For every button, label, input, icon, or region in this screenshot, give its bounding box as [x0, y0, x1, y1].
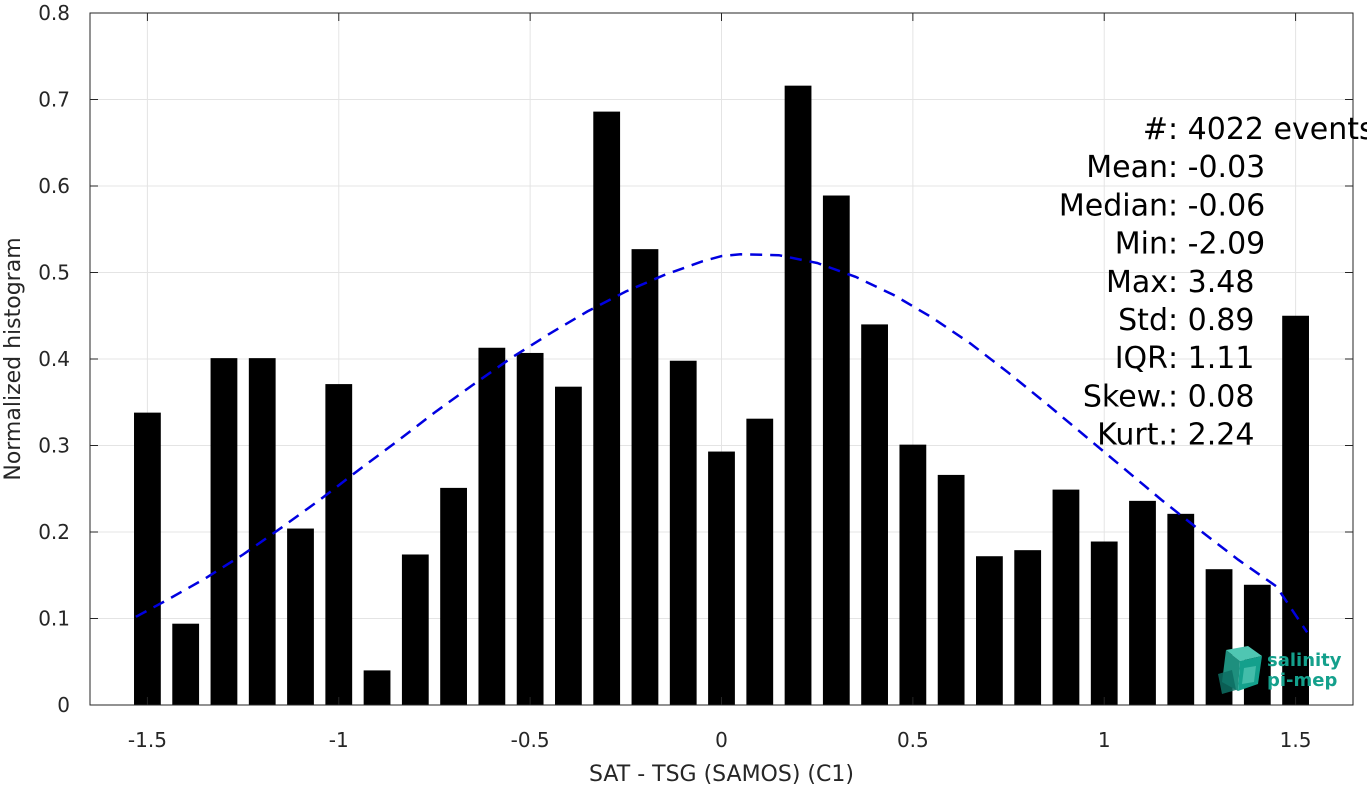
y-tick-label: 0.7 — [38, 88, 70, 112]
stat-label: Median — [1059, 188, 1168, 223]
y-tick-labels: 0 0.1 0.2 0.3 0.4 0.5 0.6 0.7 0.8 — [38, 1, 70, 717]
histogram-bar — [899, 444, 927, 705]
histogram-bar — [363, 670, 391, 705]
histogram-bar — [1167, 513, 1195, 705]
x-axis-label: SAT - TSG (SAMOS) (C1) — [589, 762, 854, 785]
y-tick-label: 0.8 — [38, 1, 70, 25]
logo-text-salinity: salinity — [1267, 650, 1342, 671]
stat-label: Kurt. — [1097, 418, 1168, 453]
histogram-bar — [210, 358, 238, 705]
histogram-bar — [248, 358, 276, 705]
stat-label: Skew. — [1083, 379, 1168, 414]
stat-value: : 1.11 — [1168, 341, 1254, 376]
histogram-bar — [134, 412, 161, 705]
histogram-bar — [784, 85, 812, 705]
histogram-bar — [669, 360, 697, 705]
histogram-bar — [708, 451, 735, 705]
histogram-bar — [440, 487, 467, 705]
x-tick-label: -1 — [329, 728, 349, 752]
histogram-bar — [516, 352, 544, 705]
x-tick-label: -0.5 — [511, 728, 550, 752]
histogram-bar — [1052, 489, 1080, 705]
histogram-bar — [478, 347, 506, 705]
x-tick-label: 0.5 — [897, 728, 929, 752]
histogram-bar — [1090, 541, 1118, 705]
axis-ticks — [90, 12, 1353, 706]
x-tick-label: -1.5 — [128, 728, 167, 752]
histogram-bar — [1014, 550, 1042, 705]
stat-value: : 0.89 — [1168, 303, 1254, 338]
y-tick-label: 0 — [57, 693, 70, 717]
x-tick-labels: -1.5 -1 -0.5 0 0.5 1 1.5 — [128, 728, 1312, 752]
y-tick-label: 0.6 — [38, 174, 70, 198]
stat-value: : -2.09 — [1168, 227, 1265, 262]
stat-label: # — [1143, 112, 1168, 147]
x-tick-label: 0 — [715, 728, 728, 752]
histogram-bar — [593, 111, 621, 706]
stat-label: Std — [1118, 303, 1168, 338]
y-tick-label: 0.1 — [38, 607, 70, 631]
cube-logo-icon — [1218, 646, 1262, 694]
histogram-bar — [937, 474, 965, 705]
y-tick-label: 0.5 — [38, 261, 70, 285]
x-tick-label: 1 — [1098, 728, 1111, 752]
y-tick-label: 0.4 — [38, 347, 70, 371]
y-tick-label: 0.3 — [38, 434, 70, 458]
stat-label: Min — [1115, 227, 1168, 262]
y-axis-label: Normalized histogram — [1, 237, 26, 480]
stat-value: : 4022 events — [1168, 112, 1367, 147]
histogram-bars — [134, 85, 1309, 706]
histogram-bar — [861, 324, 888, 705]
stat-label: Mean — [1086, 150, 1168, 185]
salinity-pimep-logo: salinity pi-mep — [1218, 646, 1342, 694]
stat-label: IQR — [1115, 341, 1168, 376]
stat-value: : -0.06 — [1168, 188, 1265, 223]
histogram-bar — [287, 528, 314, 705]
y-tick-label: 0.2 — [38, 520, 70, 544]
histogram-bar — [172, 623, 200, 705]
histogram-bar — [401, 554, 429, 705]
x-tick-label: 1.5 — [1280, 728, 1312, 752]
stat-value: : -0.03 — [1168, 150, 1265, 185]
histogram-bar — [325, 384, 353, 705]
histogram-bar — [555, 386, 582, 705]
histogram-bar — [1129, 500, 1156, 705]
stat-value: : 2.24 — [1168, 418, 1254, 453]
histogram-bar — [976, 556, 1003, 705]
histogram-bar — [746, 418, 774, 705]
histogram-bar — [631, 249, 659, 705]
stat-label: Max — [1106, 265, 1168, 300]
stat-value: : 0.08 — [1168, 379, 1254, 414]
gaussian-fit-curve — [135, 253, 1309, 633]
stat-value: : 3.48 — [1168, 265, 1254, 300]
histogram-bar — [822, 195, 850, 705]
histogram-bar — [1282, 315, 1309, 705]
logo-text-pimep: pi-mep — [1267, 670, 1337, 691]
